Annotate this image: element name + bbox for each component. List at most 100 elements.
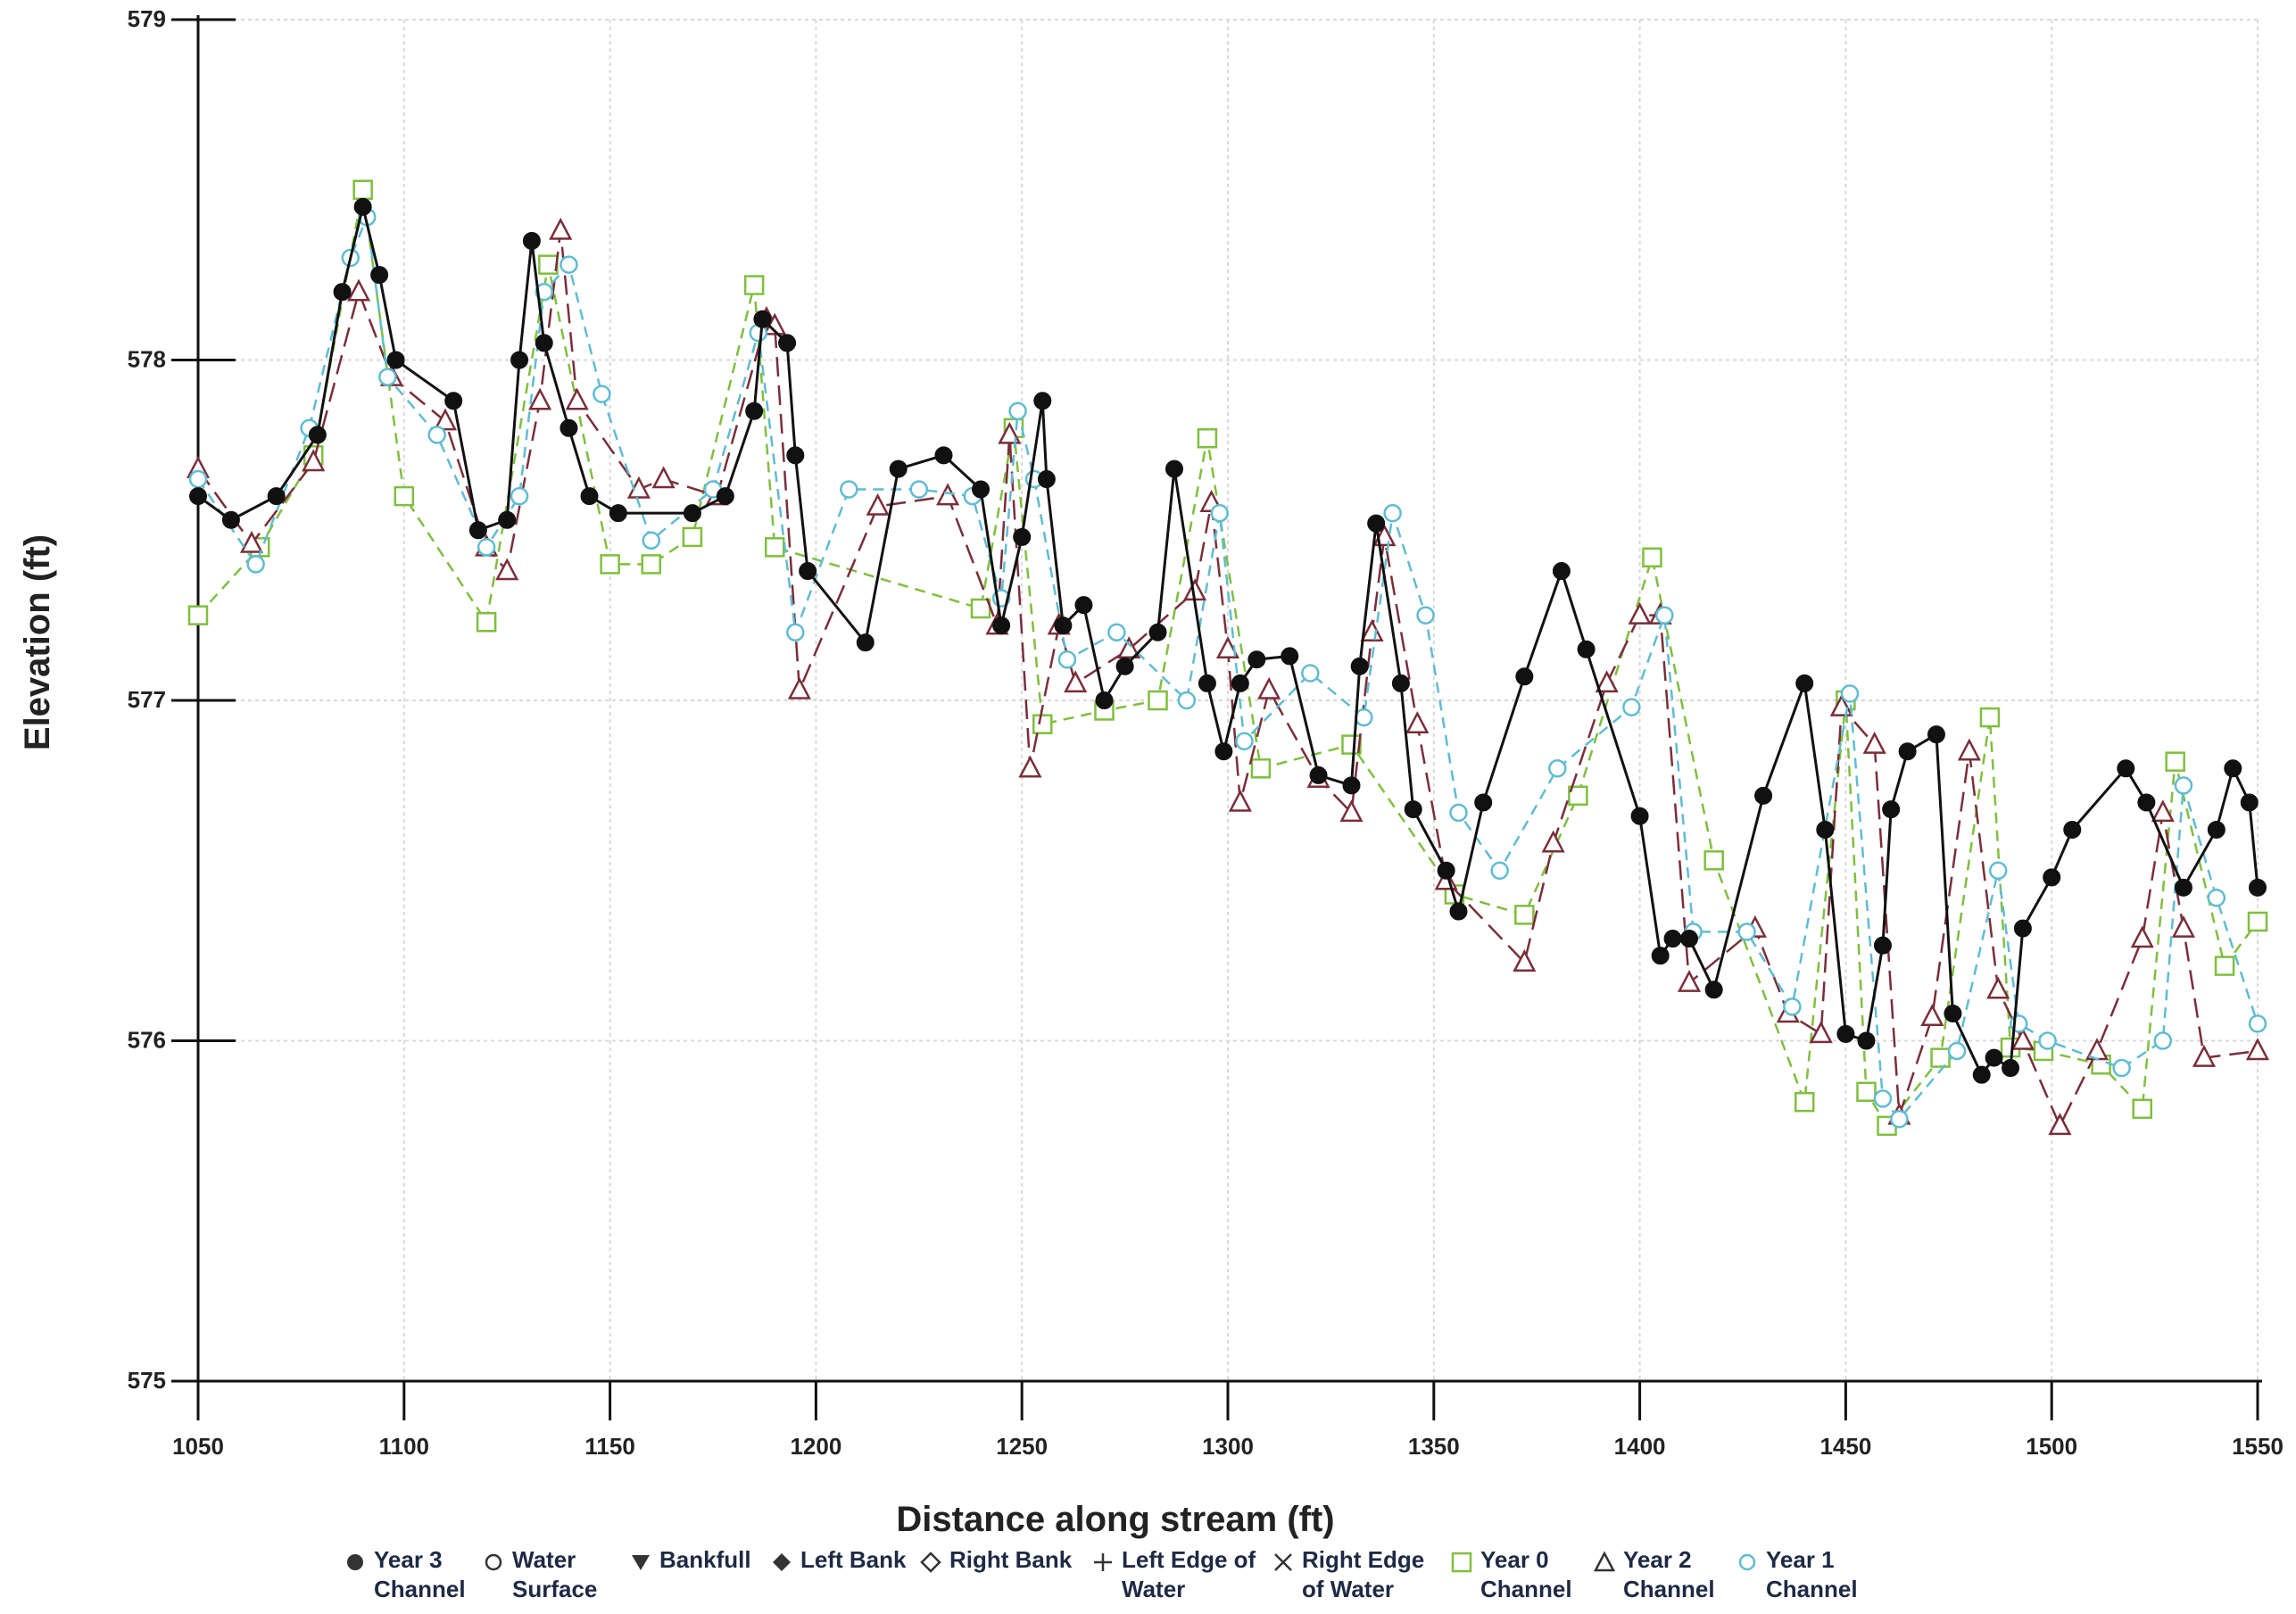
data-point [189,487,207,506]
data-point [2043,868,2061,887]
data-point [1737,923,1756,941]
data-point [1148,623,1167,641]
data-point [2038,1031,2057,1050]
data-point [1117,636,1141,659]
data-point [787,676,812,699]
data-point [936,483,960,506]
y-axis-title: Elevation (ft) [18,534,57,750]
legend-item: Year 2 Channel [1593,1545,1766,1604]
data-point [267,487,286,506]
data-point [1074,596,1093,615]
legend-item: Year 3 Channel [344,1545,517,1604]
legend-label: Bankfull [659,1546,751,1573]
data-point [1474,793,1493,812]
data-point [2013,919,2032,938]
data-point [528,387,552,410]
x-tick-label: 1450 [1819,1433,1871,1460]
data-point [1655,606,1674,625]
data-point [535,334,553,352]
data-point [1197,427,1218,449]
data-point [2063,820,2082,839]
x-tick-label: 1050 [172,1433,224,1460]
data-point [2174,776,2193,795]
plus-icon [1094,1553,1112,1571]
filled-circle-icon [347,1554,363,1570]
data-point [1515,667,1534,686]
legend-label: Year 1 Channel [1766,1546,1858,1602]
data-point [889,459,908,478]
data-point [2240,793,2259,812]
data-point [1339,799,1364,823]
legend-item: Right Bank [919,1545,1092,1575]
data-point [2010,1027,2035,1050]
data-point [856,633,874,652]
data-point [580,487,599,506]
data-series [186,179,2270,1137]
data-point [1873,1089,1893,1108]
x-tick-label: 1150 [584,1433,634,1460]
data-point [1541,830,1565,853]
data-point [2048,1113,2072,1136]
series-year-0-channel [187,179,2268,1137]
data-point [1651,947,1670,965]
data-point [476,612,497,633]
legend-label: Water Surface [512,1546,598,1602]
data-point [1231,674,1249,692]
grid-lines [198,19,2259,1381]
data-point [1944,1004,1962,1022]
data-point [565,387,589,410]
data-point [1816,820,1835,839]
data-point [786,623,805,641]
data-point [1630,807,1649,825]
data-point [246,555,265,574]
data-point [1148,690,1168,711]
data-point [2245,1038,2270,1061]
legend-label: Year 0 Channel [1480,1546,1572,1602]
data-point [1927,725,1945,744]
data-point [970,598,991,619]
data-point [1857,1031,1876,1050]
data-point [1703,850,1724,871]
x-tick-label: 1300 [1202,1433,1254,1460]
data-point [1281,647,1299,666]
data-point [2207,820,2226,839]
data-point [1350,657,1369,675]
data-point [1383,503,1402,523]
y-tick-label: 575 [128,1367,166,1394]
y-tick-label: 578 [128,346,166,373]
y-tick-label: 577 [128,686,166,713]
data-point [1947,1041,1967,1061]
legend-item: Left Edge of Water [1091,1545,1264,1604]
x-tick-label: 1500 [2026,1433,2077,1460]
data-point [1552,562,1571,581]
data-point [2153,1031,2173,1050]
data-point [1663,930,1682,948]
data-point [642,531,661,550]
data-point [1794,1091,1815,1113]
data-point [1032,714,1053,734]
data-point [433,408,458,431]
data-point [778,334,797,352]
legend-label: Right Edge of Water [1302,1546,1425,1602]
data-point [651,466,676,489]
data-point [2171,915,2195,938]
data-point [386,351,405,369]
data-point [2151,799,2175,823]
data-point [1628,601,1652,625]
series-year-2-channel [186,217,2270,1136]
x-tick-label: 1550 [2232,1433,2284,1460]
filled-diamond-icon [773,1553,791,1571]
data-point [2132,1098,2153,1120]
data-point [1095,691,1114,709]
data-point [1809,1021,1833,1044]
legend-item: Water Surface [482,1545,655,1604]
data-point [1107,623,1126,641]
data-point [1836,1024,1855,1043]
data-point [1920,1004,1944,1027]
x-tick-label: 1200 [790,1433,841,1460]
data-point [1986,976,2010,999]
data-point [1898,742,1917,761]
data-point [1988,861,2008,880]
legend-item: Left Bank [770,1545,943,1575]
